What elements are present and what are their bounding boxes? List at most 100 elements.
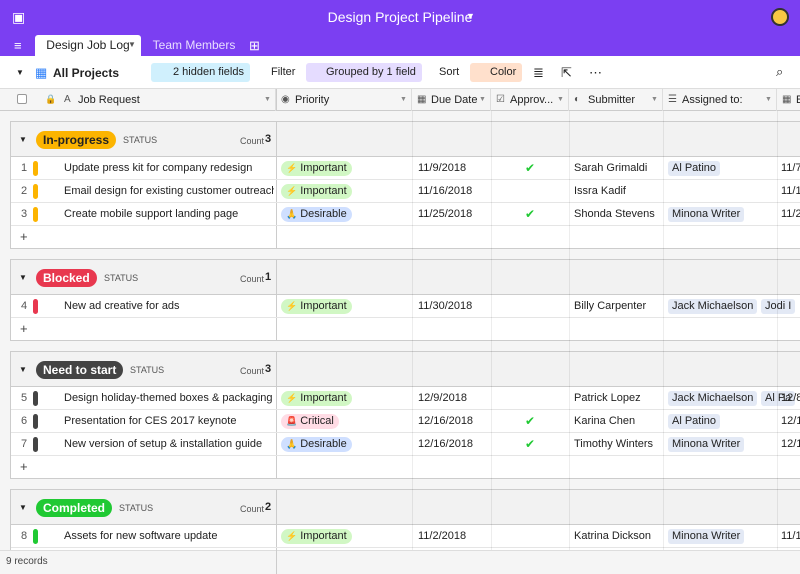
col-header-bar [0,89,800,111]
row[interactable] [11,433,800,456]
menu-icon[interactable]: ≡ [14,38,22,53]
job-request[interactable]: Email design for existing customer outre… [64,185,274,197]
submitter[interactable]: Patrick Lopez [574,392,641,404]
due-date[interactable]: 12/16/2018 [418,415,474,427]
add-record[interactable]: + [20,321,28,336]
add-record[interactable]: + [20,459,28,474]
group-header[interactable] [11,352,800,387]
column-caret[interactable]: ▼ [264,96,271,103]
tab[interactable]: Team Members [152,38,236,52]
job-request[interactable]: Presentation for CES 2017 keynote [64,415,237,427]
group-caret[interactable]: ▼ [19,273,27,282]
column-caret[interactable]: ▼ [651,96,658,103]
approved-check[interactable]: ✔ [525,437,536,451]
group-caret[interactable]: ▼ [19,365,27,374]
tab[interactable]: Design Job Log [35,35,141,56]
due-date[interactable]: 11/2/2018 [418,530,467,542]
row-number: 4 [20,300,28,312]
column-label[interactable]: Job Request [78,94,140,106]
due-date[interactable]: 11/30/2018 [418,300,473,312]
row[interactable] [11,295,800,318]
column-header[interactable] [276,89,412,111]
approved-check[interactable]: ✔ [525,161,536,175]
group-header[interactable] [11,490,800,525]
add-record[interactable]: + [20,229,28,244]
priority-label: Important [300,185,347,197]
row[interactable] [11,157,800,180]
base-title[interactable]: Design Project Pipeline [327,9,473,25]
submitter[interactable]: Shonda Stevens [574,208,655,220]
due-date[interactable]: 12/16/2018 [418,438,474,450]
column-caret[interactable]: ▼ [400,96,407,103]
submitter[interactable]: Sarah Grimaldi [574,162,648,174]
column-caret[interactable]: ▼ [765,96,772,103]
row[interactable] [11,387,800,410]
job-request[interactable]: Design holiday-themed boxes & packaging [64,392,273,404]
collapse-caret[interactable]: ▼ [16,68,24,77]
color[interactable]: Color [470,63,523,82]
priority-label: Critical [300,415,334,427]
approved-check[interactable]: ✔ [525,207,536,221]
column-header[interactable] [34,89,276,111]
filter[interactable]: Filter [271,66,296,78]
column-header[interactable] [663,89,777,111]
submitter[interactable]: Issra Kadif [574,185,626,197]
job-request[interactable]: Create mobile support landing page [64,208,239,220]
sort[interactable]: Sort [439,66,460,78]
select-all[interactable] [17,94,27,104]
column-label[interactable]: Priority [295,94,330,106]
group-caret[interactable]: ▼ [19,135,27,144]
status-bar [33,207,38,222]
due-date[interactable]: 11/25/2018 [418,208,473,220]
due-date[interactable]: 11/16/2018 [418,185,473,197]
grouped[interactable]: Grouped by 1 field [306,63,422,82]
row[interactable] [11,525,800,548]
column-label[interactable]: Assigned to: [682,94,743,106]
column-caret[interactable]: ▼ [557,96,564,103]
extra-field: 12/1 [781,415,800,427]
due-date[interactable]: 12/9/2018 [418,392,467,404]
column-header[interactable] [491,89,569,111]
job-request[interactable]: New version of setup & installation guid… [64,438,263,450]
toolbar-icon[interactable]: ⋯ [589,65,602,80]
job-request[interactable]: Update press kit for company redesign [64,162,253,174]
job-request[interactable]: Assets for new software update [64,530,218,542]
job-request[interactable]: New ad creative for ads [64,300,180,312]
group-header[interactable] [11,122,800,157]
add-table[interactable]: ⊞ [249,38,260,53]
row[interactable] [11,203,800,226]
hidden-fields[interactable]: 2 hidden fields [151,63,250,82]
row[interactable] [11,180,800,203]
toolbar-icon[interactable]: ⇱ [561,65,572,80]
toolbar-icon[interactable]: ≣ [533,65,544,80]
group-caret[interactable]: ▼ [19,503,27,512]
column-label[interactable]: E [796,94,800,106]
assignee: Jack Michaelson [668,299,758,314]
group-header[interactable] [11,260,800,295]
priority-pill: 🙏 Desirable [281,437,352,452]
column-header[interactable] [412,89,491,111]
extra-field: 11/2 [781,208,800,220]
avatar[interactable] [771,8,789,26]
submitter[interactable]: Billy Carpenter [574,300,647,312]
submitter[interactable]: Katrina Dickson [574,530,652,542]
due-date[interactable]: 11/9/2018 [418,162,467,174]
column-label[interactable]: Due Date [431,94,478,106]
frozen-divider [276,122,277,248]
column-header[interactable] [569,89,663,111]
column-label[interactable]: Approv... [510,94,554,106]
column-icon: ◉ [281,94,290,105]
row-number: 1 [20,162,28,174]
row[interactable] [11,410,800,433]
submitter[interactable]: Karina Chen [574,415,636,427]
status-bar [33,184,38,199]
group-field: STATUS [130,365,165,375]
view-name[interactable]: All Projects [53,66,120,80]
submitter[interactable]: Timothy Winters [574,438,654,450]
column-label[interactable]: Submitter [588,94,636,106]
column-caret[interactable]: ▼ [479,96,486,103]
search-icon[interactable]: ⌕ [776,64,784,79]
approved-check[interactable]: ✔ [525,414,536,428]
logo[interactable]: ▣ [12,9,26,25]
row-number: 8 [20,530,28,542]
